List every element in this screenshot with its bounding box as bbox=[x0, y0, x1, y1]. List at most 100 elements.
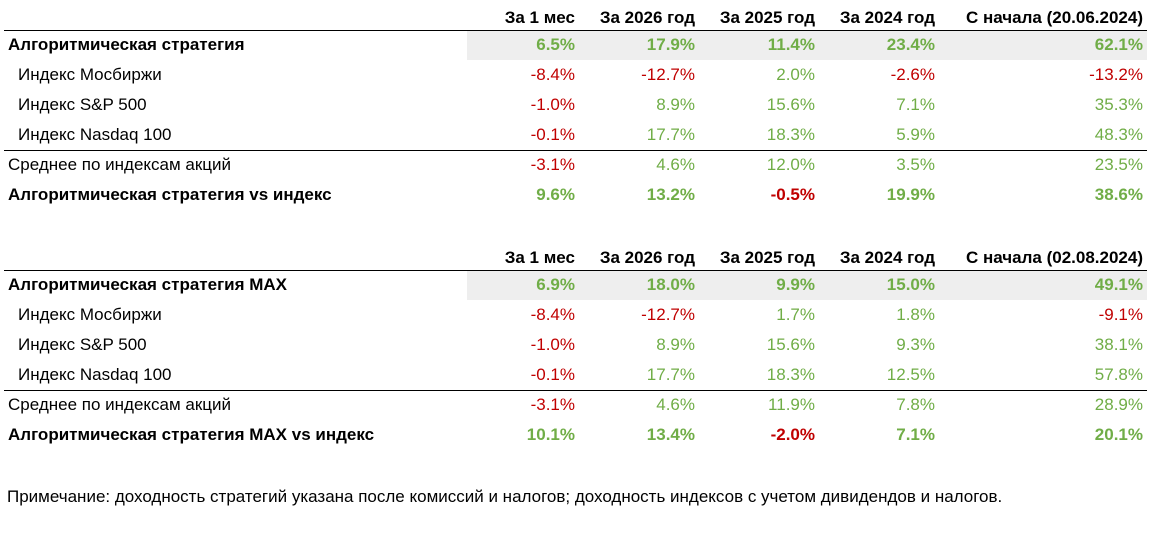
header-since-start: С начала (20.06.2024) bbox=[939, 0, 1147, 31]
value-cell: -0.1% bbox=[530, 124, 575, 144]
value-cell: 11.9% bbox=[699, 389, 819, 420]
value-cell: -3.1% bbox=[467, 389, 579, 420]
table-row-index: Индекс Мосбиржи -8.4% -12.7% 2.0% -2.6% … bbox=[4, 60, 1147, 90]
value-cell: -3.1% bbox=[467, 149, 579, 180]
row-label: Индекс Nasdaq 100 bbox=[18, 364, 172, 384]
table-header-row: За 1 мес За 2026 год За 2025 год За 2024… bbox=[4, 0, 1147, 31]
value-cell: 20.1% bbox=[1094, 425, 1143, 444]
value-cell: 4.6% bbox=[579, 149, 699, 180]
value-cell: 10.1% bbox=[526, 425, 575, 444]
value-cell: 57.8% bbox=[1094, 364, 1143, 384]
value-cell: -0.1% bbox=[530, 364, 575, 384]
row-label: Индекс Nasdaq 100 bbox=[18, 124, 172, 144]
value-cell: 18.0% bbox=[579, 270, 699, 300]
table-row-vs-index: Алгоритмическая стратегия MAX vs индекс … bbox=[4, 420, 1147, 450]
row-label: Алгоритмическая стратегия MAX vs индекс bbox=[8, 425, 375, 444]
table-row-strategy: Алгоритмическая стратегия 6.5% 17.9% 11.… bbox=[4, 30, 1147, 60]
header-1m: За 1 мес bbox=[467, 0, 579, 31]
table-row-index: Индекс S&P 500 -1.0% 8.9% 15.6% 7.1% 35.… bbox=[4, 90, 1147, 120]
value-cell: -1.0% bbox=[530, 335, 575, 354]
table-row-index: Индекс Nasdaq 100 -0.1% 17.7% 18.3% 5.9%… bbox=[4, 120, 1147, 150]
value-cell: 7.1% bbox=[896, 425, 935, 444]
value-cell: 18.3% bbox=[766, 124, 815, 144]
row-label: Индекс S&P 500 bbox=[18, 95, 147, 114]
table-header-row: За 1 мес За 2026 год За 2025 год За 2024… bbox=[4, 240, 1147, 271]
value-cell: 49.1% bbox=[939, 270, 1147, 300]
value-cell: 12.5% bbox=[886, 364, 935, 384]
value-cell: 8.9% bbox=[656, 335, 695, 354]
value-cell: 2.0% bbox=[776, 65, 815, 84]
value-cell: -0.5% bbox=[770, 185, 815, 204]
header-2025: За 2025 год bbox=[699, 0, 819, 31]
value-cell: 23.5% bbox=[939, 149, 1147, 180]
row-label: Среднее по индексам акций bbox=[4, 149, 467, 180]
value-cell: -9.1% bbox=[1098, 305, 1143, 324]
row-label: Алгоритмическая стратегия bbox=[4, 30, 467, 60]
table-row-index: Индекс Nasdaq 100 -0.1% 17.7% 18.3% 12.5… bbox=[4, 360, 1147, 390]
value-cell: 7.1% bbox=[896, 95, 935, 114]
header-2026: За 2026 год bbox=[579, 0, 699, 31]
value-cell: 28.9% bbox=[939, 389, 1147, 420]
value-cell: 7.8% bbox=[819, 389, 939, 420]
row-label: Алгоритмическая стратегия vs индекс bbox=[8, 185, 332, 204]
value-cell: 17.9% bbox=[579, 30, 699, 60]
table-row-average: Среднее по индексам акций -3.1% 4.6% 11.… bbox=[4, 389, 1147, 420]
value-cell: 11.4% bbox=[699, 30, 819, 60]
header-2026: За 2026 год bbox=[579, 240, 699, 271]
header-2024: За 2024 год bbox=[819, 240, 939, 271]
header-2024: За 2024 год bbox=[819, 0, 939, 31]
header-1m: За 1 мес bbox=[467, 240, 579, 271]
value-cell: 5.9% bbox=[896, 124, 935, 144]
value-cell: 9.3% bbox=[896, 335, 935, 354]
value-cell: 1.7% bbox=[776, 305, 815, 324]
value-cell: 23.4% bbox=[819, 30, 939, 60]
header-label-cell bbox=[4, 0, 467, 31]
value-cell: 62.1% bbox=[939, 30, 1147, 60]
value-cell: 3.5% bbox=[819, 149, 939, 180]
value-cell: 38.6% bbox=[1094, 185, 1143, 204]
table-row-index: Индекс Мосбиржи -8.4% -12.7% 1.7% 1.8% -… bbox=[4, 300, 1147, 330]
value-cell: 15.6% bbox=[766, 335, 815, 354]
value-cell: 1.8% bbox=[896, 305, 935, 324]
table-row-vs-index: Алгоритмическая стратегия vs индекс 9.6%… bbox=[4, 180, 1147, 210]
value-cell: 38.1% bbox=[1094, 335, 1143, 354]
value-cell: 17.7% bbox=[646, 364, 695, 384]
value-cell: -2.6% bbox=[890, 65, 935, 84]
table-row-index: Индекс S&P 500 -1.0% 8.9% 15.6% 9.3% 38.… bbox=[4, 330, 1147, 360]
row-label: Индекс Мосбиржи bbox=[18, 65, 162, 84]
returns-table-strategy: За 1 мес За 2026 год За 2025 год За 2024… bbox=[4, 0, 1147, 210]
value-cell: 19.9% bbox=[886, 185, 935, 204]
value-cell: -8.4% bbox=[530, 65, 575, 84]
value-cell: -12.7% bbox=[641, 305, 695, 324]
value-cell: 9.6% bbox=[536, 185, 575, 204]
value-cell: 13.4% bbox=[646, 425, 695, 444]
header-2025: За 2025 год bbox=[699, 240, 819, 271]
returns-table-strategy-max: За 1 мес За 2026 год За 2025 год За 2024… bbox=[4, 240, 1147, 450]
table-row-strategy: Алгоритмическая стратегия MAX 6.9% 18.0%… bbox=[4, 270, 1147, 300]
row-label: Индекс Мосбиржи bbox=[18, 305, 162, 324]
value-cell: -8.4% bbox=[530, 305, 575, 324]
row-label: Алгоритмическая стратегия MAX bbox=[4, 270, 467, 300]
header-label-cell bbox=[4, 240, 467, 271]
value-cell: -12.7% bbox=[641, 65, 695, 84]
value-cell: 9.9% bbox=[699, 270, 819, 300]
value-cell: -13.2% bbox=[1089, 65, 1143, 84]
footnote: Примечание: доходность стратегий указана… bbox=[7, 487, 1003, 506]
value-cell: 8.9% bbox=[656, 95, 695, 114]
table-row-average: Среднее по индексам акций -3.1% 4.6% 12.… bbox=[4, 149, 1147, 180]
value-cell: 6.9% bbox=[467, 270, 579, 300]
value-cell: 15.0% bbox=[819, 270, 939, 300]
value-cell: 48.3% bbox=[1094, 124, 1143, 144]
value-cell: 18.3% bbox=[766, 364, 815, 384]
value-cell: 4.6% bbox=[579, 389, 699, 420]
value-cell: 6.5% bbox=[467, 30, 579, 60]
value-cell: -2.0% bbox=[770, 425, 815, 444]
row-label: Индекс S&P 500 bbox=[18, 335, 147, 354]
value-cell: 15.6% bbox=[766, 95, 815, 114]
value-cell: 17.7% bbox=[646, 124, 695, 144]
value-cell: 12.0% bbox=[699, 149, 819, 180]
header-since-start: С начала (02.08.2024) bbox=[939, 240, 1147, 271]
value-cell: 35.3% bbox=[1094, 95, 1143, 114]
row-label: Среднее по индексам акций bbox=[4, 389, 467, 420]
value-cell: 13.2% bbox=[646, 185, 695, 204]
